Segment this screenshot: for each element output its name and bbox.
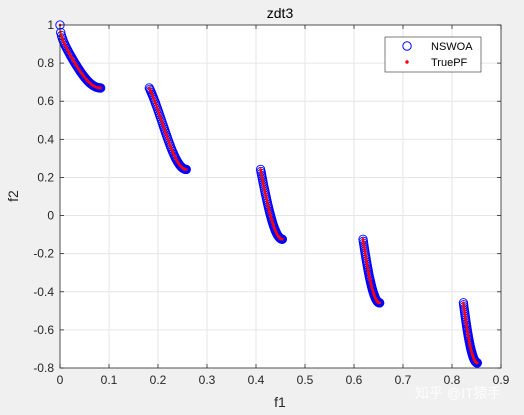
y-tick-label: 1 xyxy=(47,18,54,32)
y-tick-label: 0.4 xyxy=(37,132,54,146)
x-tick-label: 0.9 xyxy=(493,373,510,387)
truepf-point xyxy=(378,301,382,305)
y-tick-label: -0.4 xyxy=(33,285,54,299)
x-tick-label: 0.3 xyxy=(199,373,216,387)
legend: NSWOA TruePF xyxy=(384,36,482,73)
truepf-point xyxy=(185,168,188,171)
y-tick-label: -0.2 xyxy=(33,247,54,261)
y-tick-label: 0 xyxy=(47,209,54,223)
x-tick-label: 0.1 xyxy=(101,373,118,387)
legend-marker-truepf xyxy=(405,60,409,64)
y-tick-label: -0.6 xyxy=(33,323,54,337)
legend-marker-nswoa xyxy=(402,41,412,51)
watermark-text: 知乎 @IT猿手 xyxy=(415,385,502,401)
truepf-point xyxy=(476,361,479,365)
grid xyxy=(60,25,501,368)
x-tick-label: 0.8 xyxy=(444,373,461,387)
y-tick-label: -0.8 xyxy=(33,361,54,375)
truepf-point xyxy=(59,33,63,36)
plot-area xyxy=(60,25,501,368)
y-tick-label: 0.6 xyxy=(37,94,54,108)
x-tick-label: 0.4 xyxy=(248,373,265,387)
legend-label-truepf: TruePF xyxy=(431,57,468,69)
x-tick-label: 0.5 xyxy=(297,373,314,387)
nswoa-point xyxy=(375,298,385,308)
x-tick-label: 0 xyxy=(57,373,64,387)
x-axis-label: f1 xyxy=(274,394,286,410)
truepf-point xyxy=(281,237,284,241)
ticks: 0 0.1 0.2 0.3 0.4 0.5 0.6 0.7 0.8 0.9 -0.8 -0.6 -0.4… xyxy=(33,18,509,387)
truepf-point xyxy=(99,86,102,90)
legend-box xyxy=(384,36,482,73)
nswoa-point xyxy=(62,43,72,54)
y-tick-label: 0.8 xyxy=(37,56,54,70)
legend-label-nswoa: NSWOA xyxy=(431,41,473,53)
nswoa-point xyxy=(472,358,483,368)
y-axis-label: f2 xyxy=(5,190,21,202)
chart-title: zdt3 xyxy=(267,5,294,21)
y-tick-label: 0.2 xyxy=(37,170,54,184)
plot-border xyxy=(59,24,502,369)
x-tick-label: 0.7 xyxy=(395,373,412,387)
nswoa-point xyxy=(181,164,191,175)
series-truepf xyxy=(58,23,479,365)
x-tick-label: 0.6 xyxy=(346,373,363,387)
nswoa-point xyxy=(277,234,288,244)
x-tick-label: 0.2 xyxy=(150,373,167,387)
